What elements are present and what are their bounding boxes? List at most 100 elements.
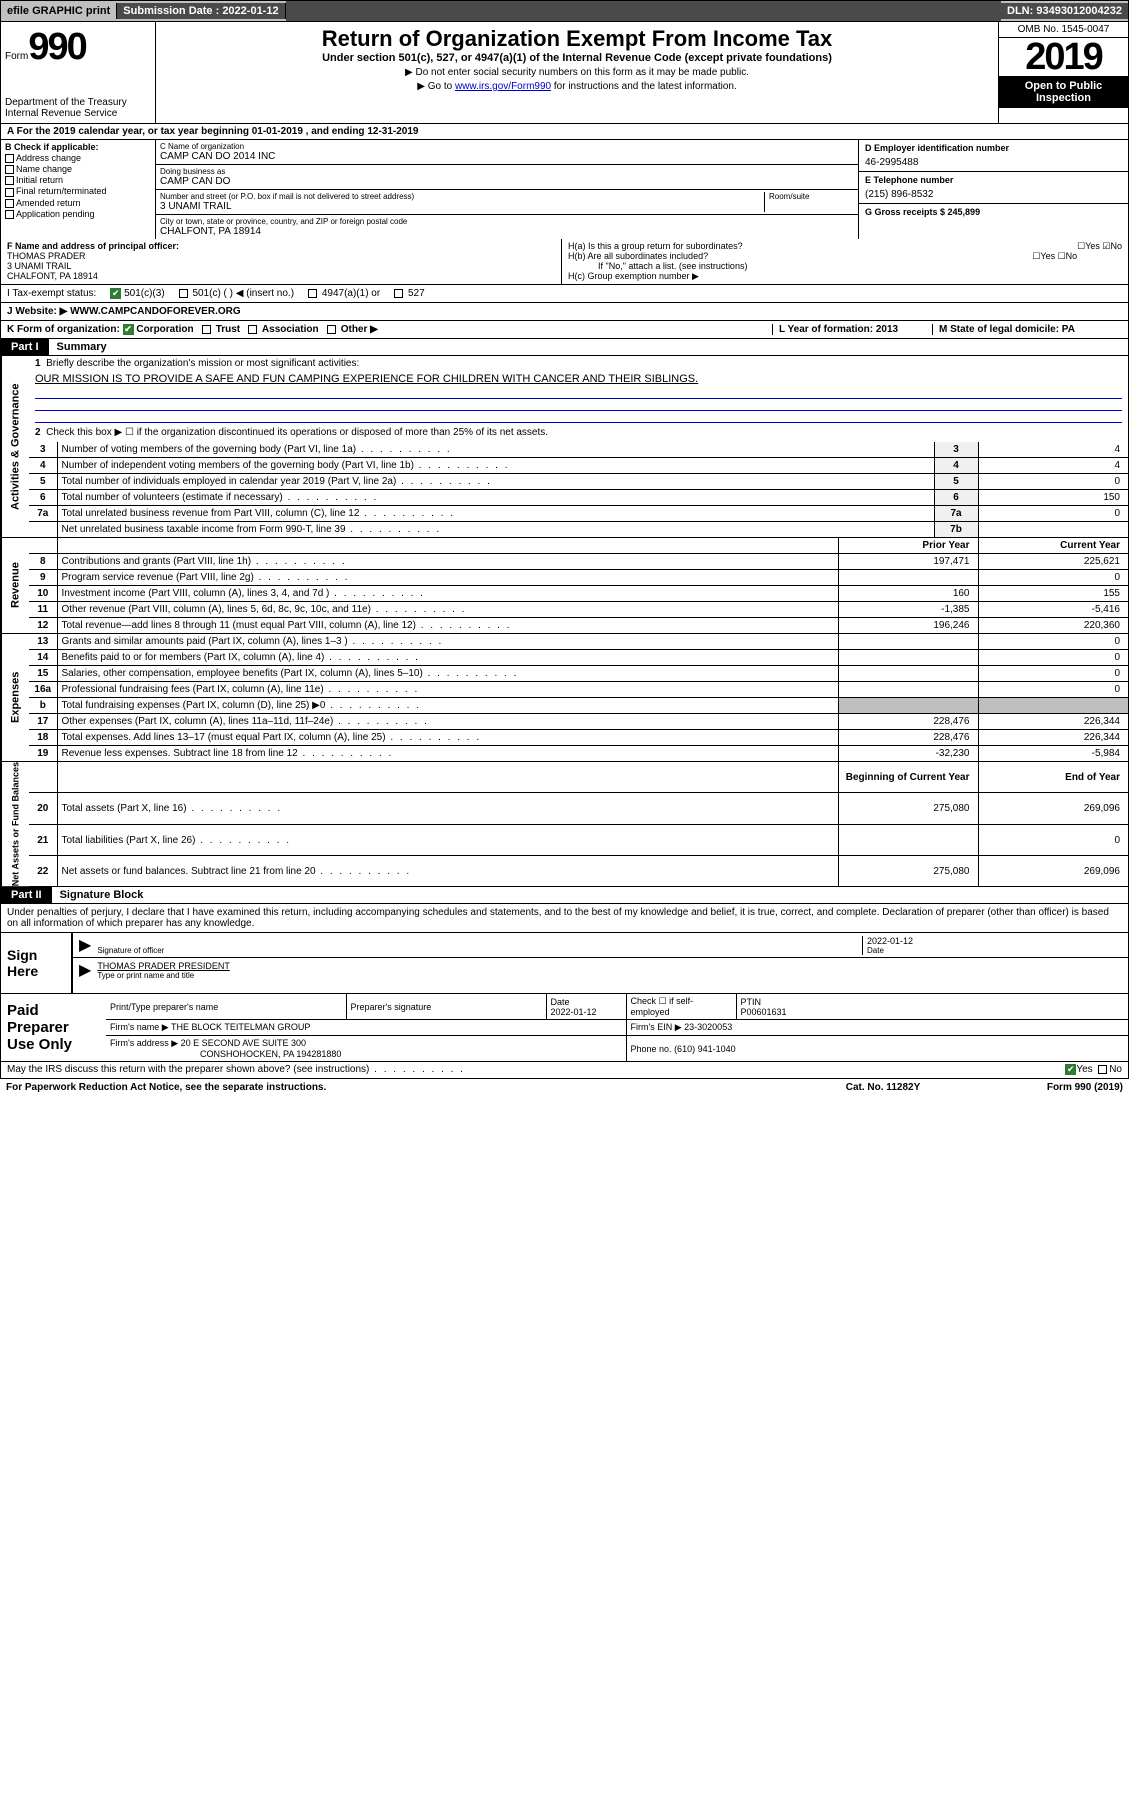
tax-status-label: I Tax-exempt status: bbox=[7, 288, 96, 299]
chk-final[interactable]: Final return/terminated bbox=[5, 186, 151, 196]
officer-label: F Name and address of principal officer: bbox=[7, 241, 555, 251]
firm-phone-cell: Phone no. (610) 941-1040 bbox=[626, 1036, 1128, 1062]
exp-table: 13Grants and similar amounts paid (Part … bbox=[29, 634, 1128, 761]
paid-preparer-block: Paid Preparer Use Only Print/Type prepar… bbox=[0, 994, 1129, 1062]
sidebar-governance: Activities & Governance bbox=[1, 356, 29, 537]
perjury-text: Under penalties of perjury, I declare th… bbox=[1, 904, 1128, 932]
discuss-text: May the IRS discuss this return with the… bbox=[7, 1064, 1065, 1075]
chk-pending[interactable]: Application pending bbox=[5, 209, 151, 219]
arrow-icon: ▶ bbox=[79, 935, 91, 955]
officer-addr2: CHALFONT, PA 18914 bbox=[7, 271, 555, 281]
topbar-spacer bbox=[286, 1, 1001, 21]
tax-year: 2019 bbox=[999, 38, 1128, 76]
room-label: Room/suite bbox=[769, 192, 854, 201]
city-label: City or town, state or province, country… bbox=[160, 217, 854, 226]
paperwork-notice: For Paperwork Reduction Act Notice, see … bbox=[6, 1082, 783, 1093]
dln: DLN: 93493012004232 bbox=[1001, 3, 1128, 19]
efile-topbar: efile GRAPHIC print Submission Date : 20… bbox=[0, 0, 1129, 22]
officer-name: THOMAS PRADER bbox=[7, 251, 555, 261]
ptin-cell: PTINP00601631 bbox=[736, 994, 1128, 1020]
city-value: CHALFONT, PA 18914 bbox=[160, 226, 854, 237]
form-number: 990 bbox=[28, 26, 85, 69]
sig-date-label: Date bbox=[867, 946, 1122, 955]
form-title: Return of Organization Exempt From Incom… bbox=[160, 26, 994, 52]
sidebar-revenue: Revenue bbox=[1, 538, 29, 633]
q1-label: Briefly describe the organization's miss… bbox=[46, 358, 359, 369]
bottom-row: For Paperwork Reduction Act Notice, see … bbox=[0, 1079, 1129, 1096]
sidebar-netassets: Net Assets or Fund Balances bbox=[1, 762, 29, 886]
dba-value: CAMP CAN DO bbox=[160, 176, 854, 187]
header-left: Form 990 Department of the Treasury Inte… bbox=[1, 22, 156, 123]
gov-block: Activities & Governance 1 Briefly descri… bbox=[0, 356, 1129, 538]
firm-addr-cell: Firm's address ▶ 20 E SECOND AVE SUITE 3… bbox=[106, 1036, 626, 1062]
dept-treasury: Department of the Treasury Internal Reve… bbox=[5, 97, 151, 119]
rev-block: Revenue Prior YearCurrent Year8Contribut… bbox=[0, 538, 1129, 634]
hb-row: H(b) Are all subordinates included?☐Yes … bbox=[568, 251, 1122, 261]
tel-value: (215) 896-8532 bbox=[865, 189, 1122, 200]
rev-table: Prior YearCurrent Year8Contributions and… bbox=[29, 538, 1128, 633]
addr-value: 3 UNAMI TRAIL bbox=[160, 201, 764, 212]
part2-badge: Part II bbox=[1, 887, 52, 903]
part2-header-row: Part II Signature Block bbox=[0, 887, 1129, 904]
row-a-period: A For the 2019 calendar year, or tax yea… bbox=[0, 124, 1129, 140]
col-deg: D Employer identification number 46-2995… bbox=[858, 140, 1128, 239]
sig-officer-row: ▶ Signature of officer 2022-01-12 Date bbox=[73, 933, 1128, 958]
discuss-row: May the IRS discuss this return with the… bbox=[0, 1062, 1129, 1078]
form-footer: Form 990 (2019) bbox=[983, 1082, 1123, 1093]
section-fh: F Name and address of principal officer:… bbox=[0, 239, 1129, 285]
prep-date-cell: Date2022-01-12 bbox=[546, 994, 626, 1020]
org-name-label: C Name of organization bbox=[160, 142, 854, 151]
form-subtitle: Under section 501(c), 527, or 4947(a)(1)… bbox=[160, 52, 994, 64]
chk-initial[interactable]: Initial return bbox=[5, 175, 151, 185]
header-right: OMB No. 1545-0047 2019 Open to Public In… bbox=[998, 22, 1128, 123]
col-b: B Check if applicable: Address change Na… bbox=[1, 140, 156, 239]
row-k: K Form of organization: ✔ Corporation Tr… bbox=[0, 321, 1129, 339]
col-b-header: B Check if applicable: bbox=[5, 142, 151, 152]
prep-sig-label: Preparer's signature bbox=[346, 994, 546, 1020]
chk-address[interactable]: Address change bbox=[5, 153, 151, 163]
ha-row: H(a) Is this a group return for subordin… bbox=[568, 241, 1122, 251]
state-domicile: M State of legal domicile: PA bbox=[932, 324, 1122, 335]
chk-527[interactable]: 527 bbox=[394, 288, 424, 299]
preparer-table: Print/Type preparer's name Preparer's si… bbox=[106, 994, 1128, 1061]
chk-4947[interactable]: 4947(a)(1) or bbox=[308, 288, 380, 299]
part1-badge: Part I bbox=[1, 339, 49, 355]
row-i: I Tax-exempt status: ✔ 501(c)(3) 501(c) … bbox=[0, 285, 1129, 303]
row-j-website: J Website: ▶ WWW.CAMPCANDOFOREVER.ORG bbox=[0, 303, 1129, 321]
chk-501c3[interactable]: ✔ 501(c)(3) bbox=[110, 288, 164, 299]
col-h: H(a) Is this a group return for subordin… bbox=[561, 239, 1128, 284]
note-ssn: ▶ Do not enter social security numbers o… bbox=[160, 67, 994, 78]
dba-label: Doing business as bbox=[160, 167, 854, 176]
col-f: F Name and address of principal officer:… bbox=[1, 239, 561, 284]
section-bcdeg: B Check if applicable: Address change Na… bbox=[0, 140, 1129, 239]
part1-title: Summary bbox=[49, 339, 115, 355]
row-k-left: K Form of organization: ✔ Corporation Tr… bbox=[7, 324, 772, 335]
col-c: C Name of organization CAMP CAN DO 2014 … bbox=[156, 140, 858, 239]
mission-text: OUR MISSION IS TO PROVIDE A SAFE AND FUN… bbox=[29, 371, 1128, 387]
part2-body: Under penalties of perjury, I declare th… bbox=[0, 904, 1129, 994]
year-formation: L Year of formation: 2013 bbox=[772, 324, 932, 335]
net-table: Beginning of Current YearEnd of Year20To… bbox=[29, 762, 1128, 886]
discuss-yn[interactable]: ✔Yes No bbox=[1065, 1064, 1122, 1075]
chk-501c[interactable]: 501(c) ( ) ◀ (insert no.) bbox=[179, 288, 294, 299]
efile-label: efile GRAPHIC print bbox=[1, 3, 117, 19]
chk-name[interactable]: Name change bbox=[5, 164, 151, 174]
chk-amended[interactable]: Amended return bbox=[5, 198, 151, 208]
org-name: CAMP CAN DO 2014 INC bbox=[160, 151, 854, 162]
check-self[interactable]: Check ☐ if self-employed bbox=[626, 994, 736, 1020]
form-word: Form bbox=[5, 51, 28, 62]
firm-name-cell: Firm's name ▶ THE BLOCK TEITELMAN GROUP bbox=[106, 1020, 626, 1036]
officer-printed: THOMAS PRADER PRESIDENT bbox=[97, 961, 230, 971]
arrow-icon: ▶ bbox=[79, 960, 91, 980]
tel-label: E Telephone number bbox=[865, 175, 1122, 185]
irs-link[interactable]: www.irs.gov/Form990 bbox=[455, 81, 551, 92]
open-to-public: Open to Public Inspection bbox=[999, 76, 1128, 108]
part2-title: Signature Block bbox=[52, 887, 152, 903]
ein-value: 46-2995488 bbox=[865, 157, 1122, 168]
sig-date-val: 2022-01-12 bbox=[867, 936, 1122, 946]
firm-ein-cell: Firm's EIN ▶ 23-3020053 bbox=[626, 1020, 1128, 1036]
gov-table: 3Number of voting members of the governi… bbox=[29, 442, 1128, 537]
note-link: ▶ Go to www.irs.gov/Form990 for instruct… bbox=[160, 81, 994, 92]
hc-row: H(c) Group exemption number ▶ bbox=[568, 271, 1122, 282]
part1-header-row: Part I Summary bbox=[0, 339, 1129, 356]
